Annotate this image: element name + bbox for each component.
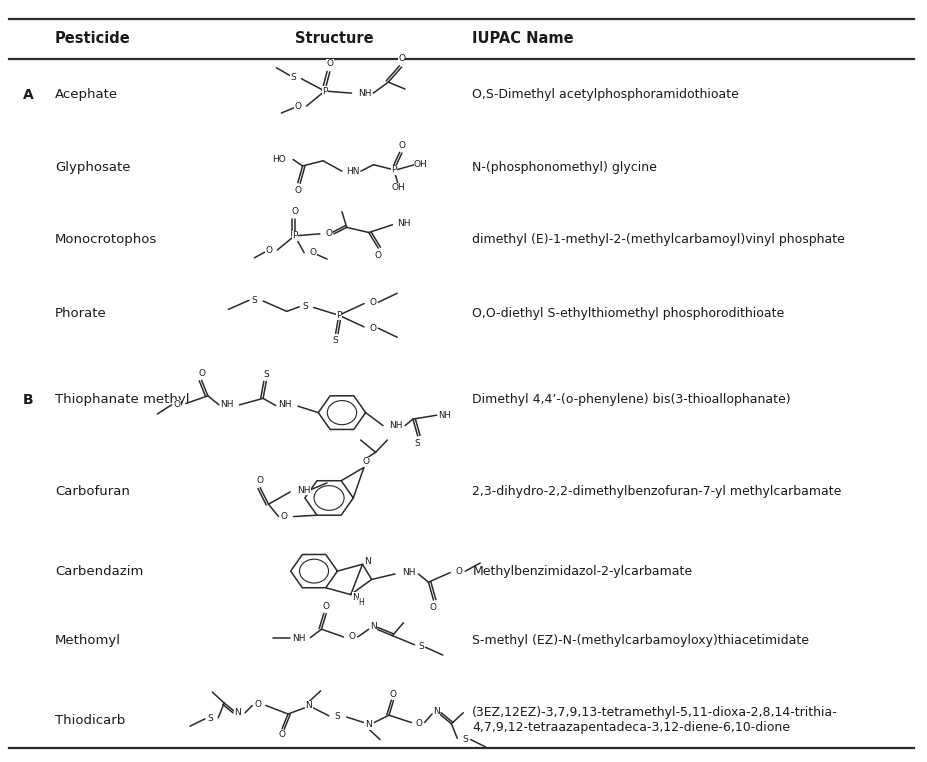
Text: N: N [433,707,439,716]
Text: Thiodicarb: Thiodicarb [55,713,125,727]
Text: O: O [455,567,463,576]
Text: O: O [278,730,286,739]
Text: O,O-diethyl S-ethylthiomethyl phosphorodithioate: O,O-diethyl S-ethylthiomethyl phosphorod… [472,307,783,321]
Text: S: S [263,370,269,379]
Text: NH: NH [388,421,402,430]
Text: O: O [398,54,405,63]
Text: O: O [389,690,397,699]
Text: NH: NH [397,219,410,228]
Text: B: B [22,392,33,407]
Text: N: N [370,622,376,631]
Text: HO: HO [272,155,286,164]
Text: O: O [398,142,405,150]
Text: Phorate: Phorate [55,307,107,321]
Text: Methomyl: Methomyl [55,634,121,648]
Text: OH: OH [391,184,405,193]
Text: Structure: Structure [295,31,373,46]
Text: OH: OH [413,160,427,169]
Text: O: O [254,700,260,709]
Text: P: P [322,87,327,95]
Text: Monocrotophos: Monocrotophos [55,233,157,246]
Text: O: O [281,512,287,521]
Text: S: S [334,712,339,721]
Text: O: O [294,186,301,195]
Text: Pesticide: Pesticide [55,31,131,46]
Text: NH: NH [358,88,371,98]
Text: O: O [309,248,316,257]
Text: NH: NH [220,400,234,409]
Text: NH: NH [297,486,310,495]
Text: Carbofuran: Carbofuran [55,485,130,498]
Text: O: O [257,475,263,485]
Text: S: S [414,439,420,447]
Text: O: O [265,245,272,255]
Text: O: O [291,207,298,216]
Text: S-methyl (EZ)-N-(methylcarbamoyloxy)thiacetimidate: S-methyl (EZ)-N-(methylcarbamoyloxy)thia… [472,634,808,648]
Text: O: O [323,602,329,611]
Text: A: A [22,88,33,102]
Text: O: O [294,101,301,110]
Text: Dimethyl 4,4’-(o-phenylene) bis(3-thioallophanate): Dimethyl 4,4’-(o-phenylene) bis(3-thioal… [472,393,790,406]
Text: Carbendazim: Carbendazim [55,565,143,578]
Text: N-(phosphonomethyl) glycine: N-(phosphonomethyl) glycine [472,161,656,174]
Text: HN: HN [346,167,360,176]
Text: Glyphosate: Glyphosate [55,161,130,174]
Text: O: O [324,229,332,239]
Text: O: O [362,457,369,466]
Text: H: H [358,598,363,607]
Text: (3EZ,12EZ)-3,7,9,13-tetramethyl-5,11-dioxa-2,8,14-trithia-
4,7,9,12-tetraazapent: (3EZ,12EZ)-3,7,9,13-tetramethyl-5,11-dio… [472,706,837,734]
Text: S: S [251,296,257,305]
Text: NH: NH [278,400,292,409]
Text: Acephate: Acephate [55,88,118,101]
Text: N: N [234,708,241,717]
Text: O,S-Dimethyl acetylphosphoramidothioate: O,S-Dimethyl acetylphosphoramidothioate [472,88,739,101]
Text: O: O [326,59,333,68]
Text: IUPAC Name: IUPAC Name [472,31,574,46]
Text: S: S [333,336,338,345]
Text: Methylbenzimidazol-2-ylcarbamate: Methylbenzimidazol-2-ylcarbamate [472,565,692,578]
Text: O: O [415,719,423,728]
Text: 2,3-dihydro-2,2-dimethylbenzofuran-7-yl methylcarbamate: 2,3-dihydro-2,2-dimethylbenzofuran-7-yl … [472,485,841,498]
Text: S: S [290,73,296,82]
Text: NH: NH [438,411,451,420]
Text: O: O [375,251,381,260]
Text: N: N [364,720,371,729]
Text: S: S [207,714,212,723]
Text: N: N [305,701,311,710]
Text: S: S [301,303,308,312]
Text: P: P [336,311,341,320]
Text: O: O [349,632,355,642]
Text: O: O [369,298,375,307]
Text: P: P [292,231,297,240]
Text: N: N [363,557,371,566]
Text: NH: NH [401,568,414,577]
Text: S: S [463,735,468,744]
Text: S: S [417,642,424,652]
Text: P: P [391,165,396,174]
Text: Thiophanate methyl: Thiophanate methyl [55,393,189,406]
Text: O: O [173,400,181,409]
Text: O: O [197,369,205,378]
Text: O: O [369,324,375,333]
Text: N: N [352,593,359,602]
Text: O: O [429,603,437,612]
Text: NH: NH [292,634,306,643]
Text: dimethyl (E)-1-methyl-2-(methylcarbamoyl)vinyl phosphate: dimethyl (E)-1-methyl-2-(methylcarbamoyl… [472,233,844,246]
